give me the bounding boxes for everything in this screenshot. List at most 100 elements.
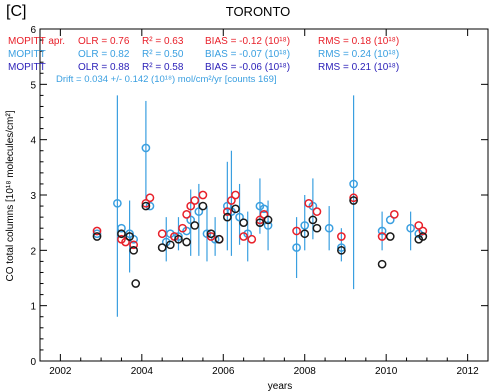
data-point-series-2 [349,196,358,205]
x-tick-label: 2002 [49,366,72,377]
data-point-series-1 [121,237,130,247]
y-tick-label: 4 [30,136,36,147]
stats-rms: RMS = 0.18 (10¹⁸) [318,36,399,47]
data-point-series-2 [377,259,387,269]
data-point-series-2 [255,218,265,228]
data-point-series-0 [113,198,122,208]
data-points [92,143,428,288]
data-point-series-1 [141,198,151,208]
data-point-series-2 [129,245,139,255]
stats-bias: BIAS = -0.07 (10¹⁸) [205,49,290,60]
data-point-series-0 [235,212,244,222]
stats-bias: BIAS = -0.06 (10¹⁸) [205,62,290,73]
data-point-series-1 [247,234,257,244]
data-point-series-2 [198,201,208,211]
x-tick-label: 2010 [375,366,398,377]
data-point-series-2 [174,234,183,244]
data-point-series-2 [182,237,191,247]
data-point-series-2 [239,218,248,228]
data-point-series-1 [222,207,232,216]
data-point-series-0 [349,179,358,189]
data-point-series-0 [259,204,269,214]
data-point-series-1 [231,190,240,200]
data-point-series-1 [178,223,187,233]
data-point-series-1 [92,226,102,236]
x-tick-label: 2006 [212,366,235,377]
data-point-series-2 [141,201,151,211]
x-tick-label: 2004 [131,366,154,377]
x-axis-label: years [268,381,292,391]
data-point-series-0 [300,221,310,230]
data-point-series-2 [263,215,273,225]
y-tick-label: 2 [30,246,36,257]
data-point-series-1 [157,229,167,239]
data-point-series-2 [125,232,134,241]
data-point-series-2 [190,221,200,230]
y-tick-label: 0 [30,357,36,368]
x-tick-label: 2012 [457,366,480,377]
data-point-series-1 [145,193,155,203]
data-point-series-0 [385,215,395,225]
data-point-series-0 [377,226,387,236]
data-point-series-1 [182,210,191,219]
data-point-series-0 [117,223,126,233]
x-tick-label: 2008 [294,366,317,377]
data-point-series-1 [337,232,346,241]
data-point-series-2 [300,229,310,239]
chart-title: TORONTO [226,4,291,19]
y-tick-label: 3 [30,191,36,202]
stats-rms: RMS = 0.21 (10¹⁸) [318,62,399,73]
data-point-series-1 [227,196,236,205]
data-point-series-1 [239,232,248,241]
data-point-series-2 [418,232,428,241]
data-point-series-0 [92,229,102,239]
data-point-series-0 [194,207,204,216]
data-point-series-2 [165,240,175,250]
data-point-series-2 [337,245,346,255]
stats-r2: R² = 0.50 [142,49,184,60]
data-point-series-1 [349,193,358,203]
data-point-series-0 [186,215,196,225]
data-point-series-1 [259,210,269,219]
data-point-series-2 [231,204,240,214]
data-point-series-1 [389,210,399,219]
stats-r2: R² = 0.63 [142,36,184,47]
data-point-series-1 [377,232,387,241]
data-point-series-1 [414,221,424,230]
y-tick-label: 5 [30,80,36,91]
data-point-series-1 [190,196,200,205]
panel-label: [C] [6,3,26,20]
stats-olr: OLR = 0.82 [78,49,130,60]
data-point-series-2 [117,229,126,239]
data-point-series-0 [222,201,232,211]
data-point-series-0 [174,232,183,241]
y-tick-label: 1 [30,302,36,313]
stats-name: MOPITT [8,62,46,73]
data-point-series-0 [292,243,301,252]
data-point-series-0 [406,223,415,233]
drift-annotation: Drift = 0.034 +/- 0.142 (10¹⁸) mol/cm²/y… [56,74,277,85]
data-point-series-2 [92,232,102,241]
stats-rms: RMS = 0.24 (10¹⁸) [318,49,399,60]
stats-olr: OLR = 0.88 [78,62,130,73]
data-point-series-0 [141,143,151,153]
data-point-series-1 [292,226,301,236]
data-point-series-1 [186,201,196,211]
data-point-series-1 [198,190,208,200]
data-point-series-2 [206,229,216,239]
data-point-series-2 [157,243,167,252]
data-point-series-1 [129,240,139,250]
data-point-series-1 [206,232,216,241]
data-point-series-1 [304,198,314,208]
data-point-series-1 [312,207,322,216]
data-point-series-0 [125,229,134,239]
data-point-series-0 [324,223,334,233]
stats-name: MOPITT apr. [8,36,65,47]
data-point-series-1 [255,215,265,225]
data-point-series-0 [263,221,273,230]
data-point-series-2 [312,223,322,233]
y-tick-label: 6 [30,25,36,36]
data-point-series-2 [222,212,232,222]
